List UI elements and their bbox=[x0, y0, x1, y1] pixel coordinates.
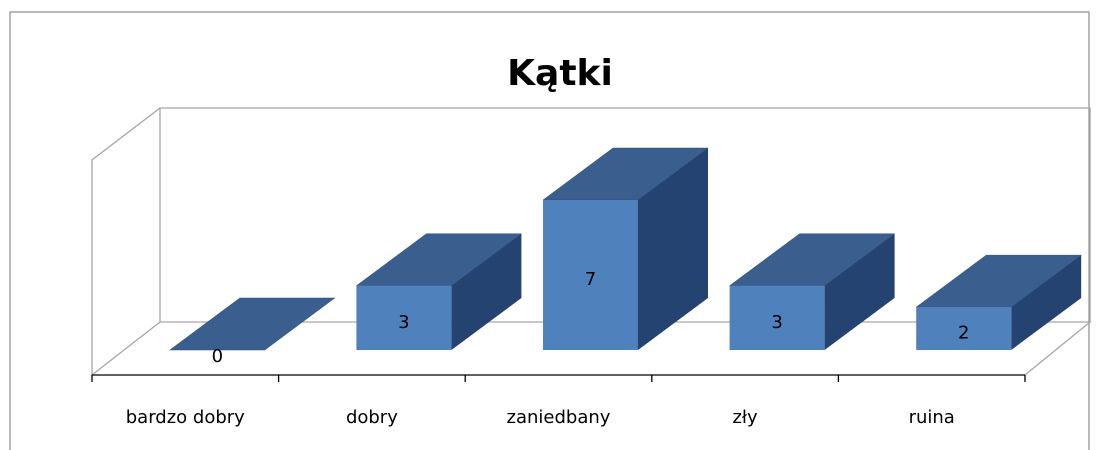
bar bbox=[356, 285, 452, 350]
bar-side bbox=[1011, 255, 1082, 350]
x-tick-label: zaniedbany bbox=[507, 407, 611, 428]
bar bbox=[916, 307, 1012, 350]
value-label: 0 bbox=[212, 346, 223, 367]
bar bbox=[729, 285, 825, 350]
bar-side bbox=[638, 148, 708, 350]
value-label: 2 bbox=[958, 323, 969, 344]
value-label: 3 bbox=[771, 312, 782, 333]
bar-side bbox=[451, 233, 522, 350]
chart-title: Kątki bbox=[507, 53, 613, 94]
value-label: 7 bbox=[585, 269, 596, 290]
x-tick-label: zły bbox=[732, 407, 758, 428]
value-label: 3 bbox=[398, 312, 409, 333]
bar bbox=[543, 200, 638, 350]
x-tick-label: dobry bbox=[346, 407, 398, 428]
x-tick-label: bardzo dobry bbox=[126, 407, 245, 428]
x-tick-label: ruina bbox=[909, 407, 955, 428]
bar-side bbox=[824, 233, 895, 350]
